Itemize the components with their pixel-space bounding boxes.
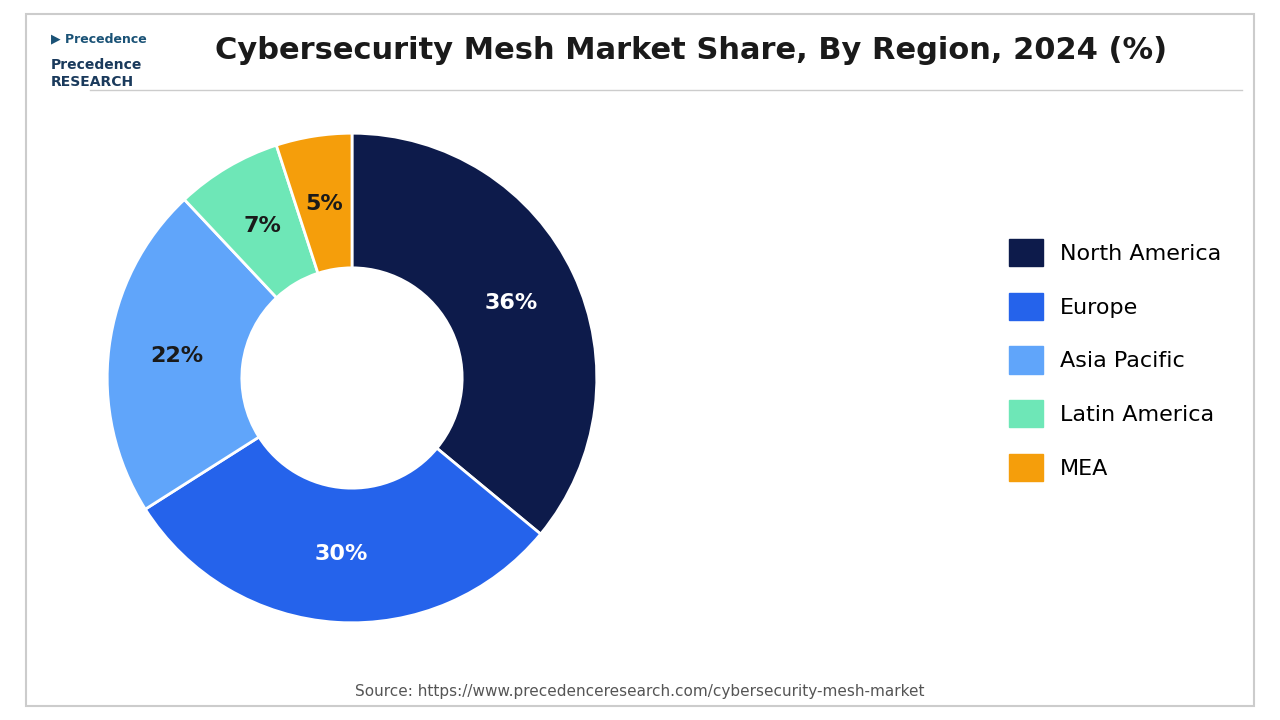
Text: ▶ Precedence: ▶ Precedence xyxy=(51,32,147,45)
Wedge shape xyxy=(276,133,352,273)
Text: Cybersecurity Mesh Market Share, By Region, 2024 (%): Cybersecurity Mesh Market Share, By Regi… xyxy=(215,36,1167,65)
Text: 5%: 5% xyxy=(306,194,343,214)
Text: 36%: 36% xyxy=(485,293,538,313)
Text: 7%: 7% xyxy=(243,216,282,236)
Text: 30%: 30% xyxy=(315,544,367,564)
Wedge shape xyxy=(146,437,540,623)
Text: Source: https://www.precedenceresearch.com/cybersecurity-mesh-market: Source: https://www.precedenceresearch.c… xyxy=(356,684,924,698)
Text: 22%: 22% xyxy=(151,346,204,366)
Wedge shape xyxy=(184,145,317,297)
Legend: North America, Europe, Asia Pacific, Latin America, MEA: North America, Europe, Asia Pacific, Lat… xyxy=(1001,230,1230,490)
Wedge shape xyxy=(352,133,596,534)
Text: Precedence
RESEARCH: Precedence RESEARCH xyxy=(51,58,142,89)
Wedge shape xyxy=(108,199,276,509)
